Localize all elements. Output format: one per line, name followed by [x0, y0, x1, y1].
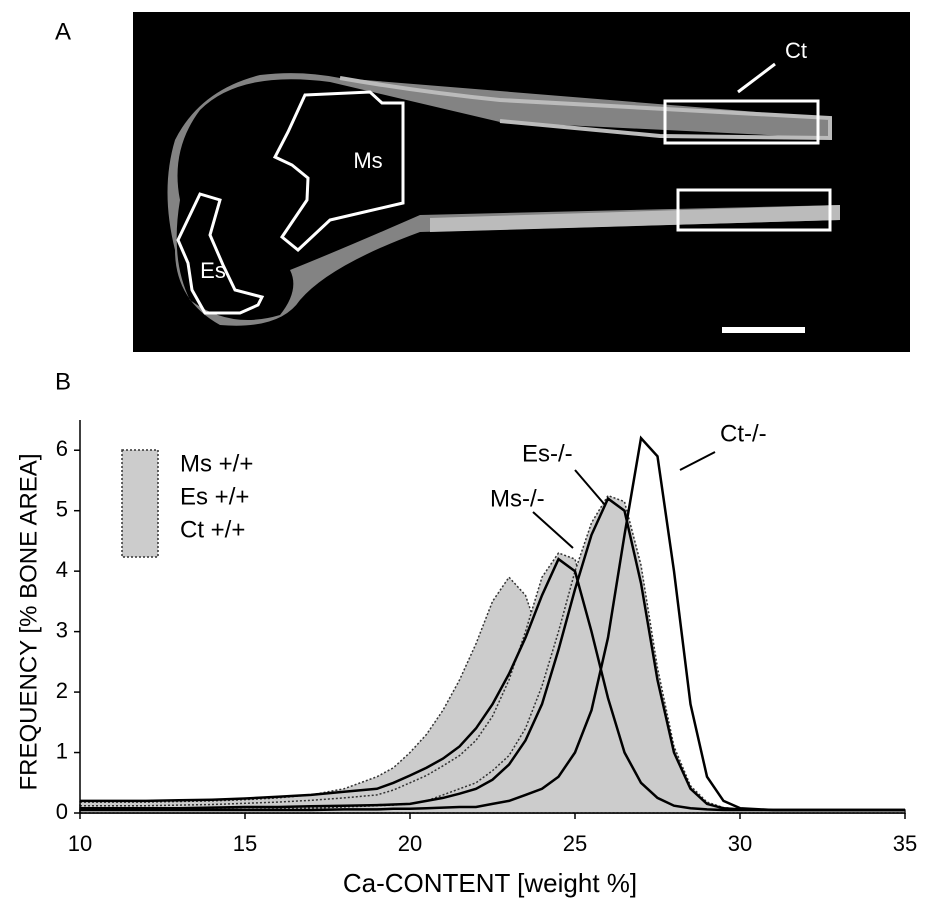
- y-tick-label: 4: [56, 557, 68, 582]
- callout-line: [532, 511, 574, 549]
- y-tick-label: 1: [56, 738, 68, 763]
- legend-label: Ct +/+: [180, 516, 245, 543]
- chart: 0 1 2 3 4 5 6 10 15 20 25 30 35 Ms +/+ Es +/+ Ct +/+ Ms-…: [56, 420, 917, 856]
- y-axis-title: FREQUENCY [% BONE AREA]: [15, 454, 42, 791]
- x-tick-label: 35: [893, 831, 917, 856]
- panel-label: B: [55, 368, 71, 395]
- line: [80, 496, 905, 812]
- x-tick-label: 25: [563, 831, 587, 856]
- x-axis-title: Ca-CONTENT [weight %]: [343, 868, 637, 898]
- y-tick-label: 2: [56, 678, 68, 703]
- x-tick-label: 15: [233, 831, 257, 856]
- x-tick-label: 10: [68, 831, 92, 856]
- region-label: Ms: [353, 148, 382, 173]
- legend-swatch: [121, 449, 159, 558]
- callout-line: [574, 469, 606, 506]
- x-tick-label: 20: [398, 831, 422, 856]
- y-tick-label: 5: [56, 497, 68, 522]
- legend-label: Es +/+: [180, 483, 249, 510]
- series-label: Ct-/-: [720, 420, 767, 447]
- y-tick-label: 3: [56, 617, 68, 642]
- legend-label: Ms +/+: [180, 450, 253, 477]
- x-tick-label: 30: [728, 831, 752, 856]
- y-tick-label: 6: [56, 436, 68, 461]
- series-label: Es-/-: [522, 440, 573, 467]
- area: [79, 494, 906, 814]
- line: [80, 435, 905, 812]
- area: [79, 552, 906, 814]
- micrograph: Ct Ms Es: [133, 12, 910, 352]
- region-label: Es: [200, 258, 226, 283]
- series-label: Ms-/-: [490, 485, 545, 512]
- y-tick-label: 0: [56, 799, 68, 824]
- callout-line: [679, 451, 716, 471]
- panel-label: A: [55, 18, 71, 45]
- region-label: Ct: [785, 38, 807, 63]
- line: [80, 557, 905, 812]
